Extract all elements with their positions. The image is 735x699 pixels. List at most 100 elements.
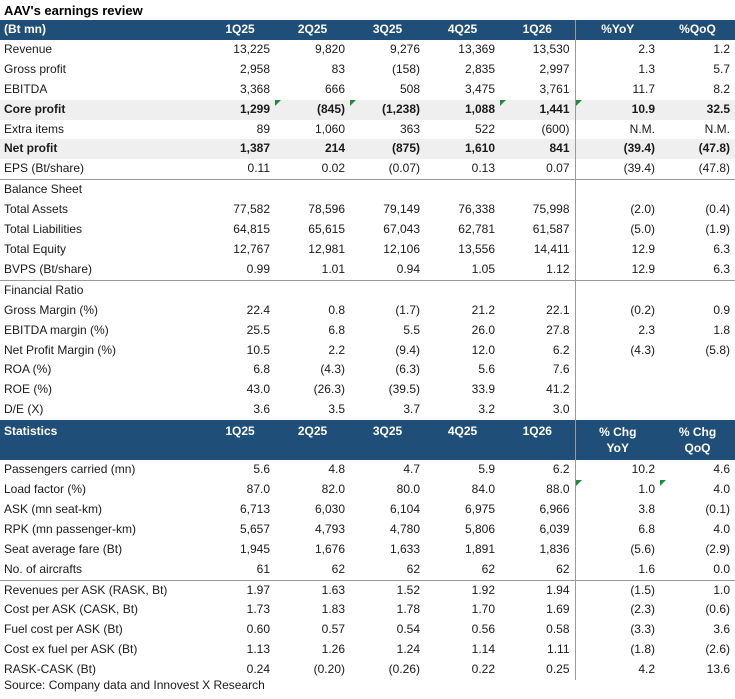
table-cell: 1.97 bbox=[246, 582, 270, 597]
table-cell: 41.2 bbox=[546, 382, 570, 397]
table-cell: (0.4) bbox=[705, 202, 730, 217]
row-label: ASK (mn seat-km) bbox=[4, 501, 103, 516]
table-cell: 5.5 bbox=[403, 322, 420, 337]
table-row: Extra items 89 1,060 363 522 (600) N.M. N.M. bbox=[0, 119, 735, 140]
table-cell: 0.07 bbox=[546, 161, 570, 176]
table-row: Cost ex fuel per ASK (Bt) 1.13 1.26 1.24 1.1… bbox=[0, 640, 735, 661]
table-cell: 1,891 bbox=[464, 541, 495, 556]
table-cell: 8.2 bbox=[713, 81, 730, 96]
row-label: Net profit bbox=[0, 139, 205, 160]
table-cell: (47.8) bbox=[698, 161, 730, 176]
header-col: 2Q25 bbox=[275, 420, 350, 461]
header-chg-sub: YoY bbox=[606, 441, 629, 456]
row-label: Extra items bbox=[4, 121, 65, 136]
table-row: Total Equity 12,767 12,981 12,106 13,556 14,4… bbox=[0, 239, 735, 260]
row-label: ROA (%) bbox=[4, 362, 52, 377]
row-label: Fuel cost per ASK (Bt) bbox=[4, 622, 123, 637]
table-cell: 2,958 bbox=[239, 61, 270, 76]
row-label: RPK (mn passenger-km) bbox=[4, 521, 137, 536]
row-label: Load factor (%) bbox=[4, 482, 87, 497]
table-cell: 5.7 bbox=[713, 61, 730, 76]
table-row: Total Assets 77,582 78,596 79,149 76,338 75,9… bbox=[0, 200, 735, 221]
table-cell: 2,835 bbox=[464, 61, 495, 76]
table-row: Gross profit 2,958 83 (158) 2,835 2,997 1.3 5.7 bbox=[0, 59, 735, 80]
table-cell: 0.22 bbox=[471, 662, 495, 677]
section-title: Balance Sheet bbox=[0, 179, 205, 201]
table-cell: 12,767 bbox=[233, 241, 270, 256]
table-cell: 0.0 bbox=[660, 559, 735, 581]
table-cell: 4,793 bbox=[314, 521, 345, 536]
table-cell bbox=[660, 360, 735, 380]
header-col: 4Q25 bbox=[425, 20, 500, 40]
table-cell: 62,781 bbox=[458, 222, 495, 237]
table-cell: 508 bbox=[399, 81, 420, 96]
table-cell: 1,088 bbox=[425, 99, 500, 120]
table-cell: 43.0 bbox=[246, 382, 270, 397]
table-cell: 0.58 bbox=[546, 622, 570, 637]
table-cell: 1.0 bbox=[713, 582, 730, 597]
header-col: 3Q25 bbox=[350, 20, 425, 40]
table-cell: 3.2 bbox=[478, 402, 495, 417]
table-row: Fuel cost per ASK (Bt) 0.60 0.57 0.54 0.56 0.… bbox=[0, 620, 735, 641]
table-cell: 1,633 bbox=[389, 541, 420, 556]
header-row: (Bt mn) 1Q25 2Q25 3Q25 4Q25 1Q26 %YoY %Q… bbox=[0, 20, 735, 40]
row-label: Total Assets bbox=[4, 202, 69, 217]
table-cell: 0.11 bbox=[247, 161, 270, 176]
table-cell: (5.6) bbox=[574, 539, 660, 560]
table-cell: 79,149 bbox=[383, 202, 420, 217]
table-cell: 1,676 bbox=[314, 541, 345, 556]
row-label: EPS (Bt/share) bbox=[4, 161, 85, 176]
table-row: Passengers carried (mn) 5.6 4.8 4.7 5.9 6.2 10… bbox=[0, 460, 735, 481]
table-cell: (47.8) bbox=[660, 139, 735, 160]
header-chg-sub: QoQ bbox=[684, 441, 711, 456]
table-cell: 61 bbox=[205, 559, 275, 581]
table-cell: 6.3 bbox=[713, 241, 730, 256]
table-cell: 841 bbox=[500, 139, 575, 160]
table-cell: 13.6 bbox=[706, 662, 730, 677]
table-cell: 61,587 bbox=[532, 222, 570, 237]
table-cell: 1.92 bbox=[471, 582, 495, 597]
table-cell: (600) bbox=[541, 121, 570, 136]
header-col-qoq: % Chg QoQ bbox=[660, 420, 735, 461]
table-cell: 1.83 bbox=[321, 602, 345, 617]
table-cell: (1.7) bbox=[395, 302, 420, 317]
header-unit: (Bt mn) bbox=[0, 20, 205, 40]
table-cell: 6,039 bbox=[539, 521, 570, 536]
source-note: Source: Company data and Innovest X Rese… bbox=[4, 678, 265, 692]
header-col: %YoY bbox=[574, 20, 660, 40]
table-cell: 2.2 bbox=[328, 342, 345, 357]
table-cell: 1.8 bbox=[713, 322, 730, 337]
table-cell: 12.9 bbox=[574, 259, 660, 281]
table-cell: 5.6 bbox=[478, 362, 495, 377]
table-cell: 2,997 bbox=[539, 61, 570, 76]
table-row: Load factor (%) 87.0 82.0 80.0 84.0 88.0 1.0 4.… bbox=[0, 480, 735, 500]
table-cell: 3.5 bbox=[328, 402, 345, 417]
table-cell: 3,368 bbox=[239, 81, 270, 96]
table-cell bbox=[574, 360, 660, 381]
table-cell: 13,369 bbox=[458, 41, 495, 56]
table-cell bbox=[574, 380, 660, 401]
table-cell: 2.3 bbox=[574, 320, 660, 341]
table-cell: 10.2 bbox=[574, 460, 660, 481]
table-cell: 84.0 bbox=[471, 482, 495, 497]
table-cell: 12,981 bbox=[308, 241, 345, 256]
table-cell: 6.8 bbox=[328, 322, 345, 337]
table-cell: 9,276 bbox=[389, 41, 420, 56]
table-cell: 1.78 bbox=[396, 602, 420, 617]
table-row: Net Profit Margin (%) 10.5 2.2 (9.4) 12.0 6.2… bbox=[0, 340, 735, 361]
table-cell: 27.8 bbox=[546, 322, 570, 337]
table-row: ASK (mn seat-km) 6,713 6,030 6,104 6,975 6,96… bbox=[0, 499, 735, 520]
table-cell: 0.9 bbox=[713, 302, 730, 317]
table-cell: 1.63 bbox=[321, 582, 345, 597]
row-label: Passengers carried (mn) bbox=[4, 462, 136, 477]
statistics-title: Statistics bbox=[0, 420, 205, 461]
table-cell: 12,106 bbox=[383, 241, 420, 256]
table-title: AAV's earnings review bbox=[4, 3, 143, 18]
table-cell: 1.05 bbox=[471, 261, 495, 276]
table-cell: 4.8 bbox=[328, 462, 345, 477]
table-cell: 0.56 bbox=[471, 622, 495, 637]
table-cell: 666 bbox=[324, 81, 345, 96]
table-cell: 1,836 bbox=[539, 541, 570, 556]
table-cell: 62 bbox=[350, 559, 425, 581]
table-cell: 1.70 bbox=[471, 602, 495, 617]
